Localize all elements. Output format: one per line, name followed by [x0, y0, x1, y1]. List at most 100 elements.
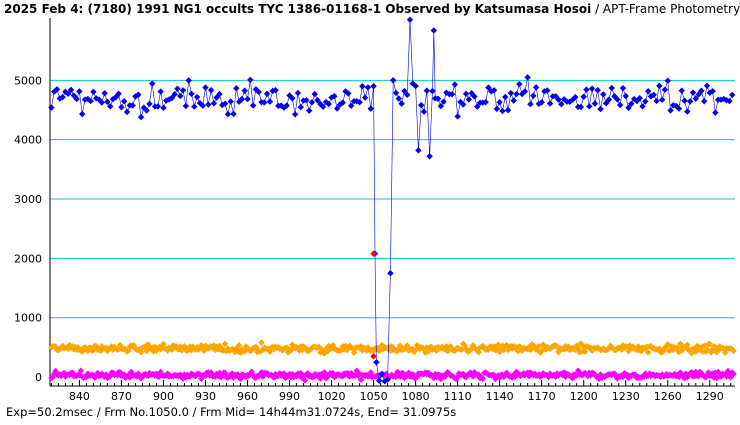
target-point — [426, 153, 433, 160]
target-point — [361, 94, 369, 101]
target-point — [496, 99, 503, 106]
target-point — [359, 83, 366, 90]
x-tick-label: 1230 — [612, 390, 640, 403]
target-point — [600, 91, 607, 98]
target-point — [370, 83, 377, 90]
comparison-point — [618, 346, 625, 353]
x-tick-label: 900 — [153, 390, 174, 403]
x-tick-label: 1110 — [444, 390, 472, 403]
target-point — [644, 88, 652, 95]
target-point — [437, 102, 445, 110]
target-point — [434, 95, 442, 102]
target-point — [283, 102, 290, 109]
target-point — [325, 100, 332, 108]
background-point — [713, 374, 720, 382]
background-point — [84, 370, 92, 377]
target-point — [143, 107, 150, 114]
background-point — [705, 369, 712, 376]
x-tick-label: 1170 — [528, 390, 556, 403]
target-point — [429, 87, 436, 95]
target-point — [308, 99, 316, 106]
background-point — [640, 373, 648, 380]
target-point — [230, 110, 237, 118]
target-point — [227, 98, 234, 105]
target-point — [202, 84, 209, 91]
target-point — [468, 89, 475, 97]
background-point — [671, 370, 678, 378]
target-point — [423, 87, 431, 94]
target-point — [588, 85, 596, 92]
target-point — [289, 95, 296, 102]
target-point — [205, 101, 212, 108]
comparison-point — [702, 348, 709, 355]
target-point — [261, 99, 268, 106]
target-point — [622, 92, 629, 100]
target-point — [345, 90, 352, 97]
target-point — [171, 91, 178, 98]
target-point — [87, 97, 94, 105]
target-point — [460, 101, 467, 108]
background-point — [691, 373, 698, 380]
highlight-point — [370, 250, 377, 257]
comparison-point — [539, 341, 547, 348]
target-point — [516, 80, 523, 88]
background-point — [710, 374, 718, 381]
target-point — [642, 98, 649, 105]
background-point — [562, 373, 569, 380]
comparison-point — [730, 347, 737, 355]
comparison-point — [542, 346, 550, 353]
comparison-point — [531, 343, 538, 350]
target-point — [121, 98, 128, 105]
target-point — [681, 97, 688, 104]
target-point — [98, 99, 106, 106]
target-point — [709, 88, 716, 95]
background-point — [83, 373, 90, 381]
target-point — [67, 86, 75, 94]
target-point — [555, 96, 562, 103]
target-point — [48, 104, 55, 111]
target-point — [462, 90, 470, 98]
target-point — [667, 107, 674, 114]
target-point — [580, 93, 587, 100]
background-point — [587, 372, 594, 379]
target-point — [221, 100, 229, 107]
target-point — [375, 377, 383, 384]
target-point — [521, 88, 529, 95]
target-point — [263, 90, 271, 97]
target-point — [432, 95, 439, 102]
target-point — [692, 95, 699, 102]
comparison-point — [160, 340, 167, 348]
comparison-point — [674, 344, 681, 351]
target-point — [591, 100, 599, 107]
target-point — [81, 96, 89, 103]
target-point — [90, 88, 97, 96]
target-point — [179, 87, 187, 94]
target-point — [684, 108, 691, 115]
comparison-point — [565, 343, 572, 350]
target-point — [191, 103, 198, 110]
background-point — [724, 367, 732, 375]
target-point — [84, 95, 92, 103]
target-point — [474, 103, 481, 110]
target-point — [247, 76, 254, 84]
target-point — [412, 82, 419, 90]
target-point — [109, 95, 117, 103]
y-tick-label: 2000 — [14, 252, 42, 265]
target-point — [602, 100, 610, 107]
target-point — [619, 84, 627, 92]
comparison-point — [668, 343, 676, 350]
comparison-point — [573, 342, 580, 349]
comparison-point — [581, 348, 589, 355]
target-point — [65, 90, 72, 97]
comparison-point — [682, 344, 690, 351]
series-target-star — [48, 16, 736, 385]
x-tick-label: 990 — [279, 390, 300, 403]
target-point — [70, 92, 78, 99]
target-point — [62, 88, 69, 96]
comparison-point — [553, 343, 561, 351]
target-point — [216, 90, 223, 98]
background-point — [301, 377, 309, 384]
comparison-point — [221, 340, 229, 347]
y-tick-label: 3000 — [14, 193, 42, 206]
background-point — [367, 369, 374, 376]
